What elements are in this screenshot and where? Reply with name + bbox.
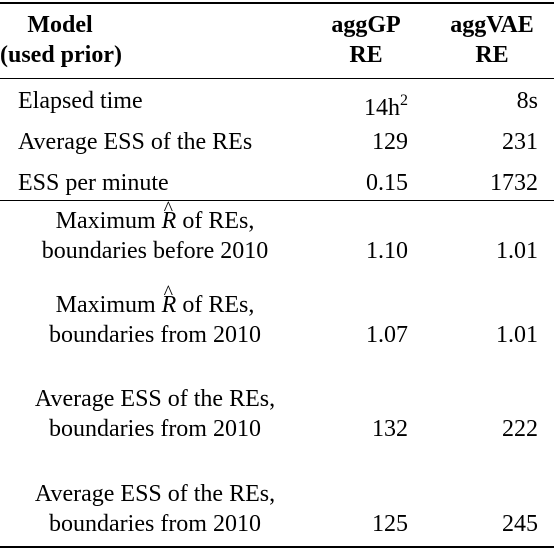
- cell-aggGP-elapsed-time-value: 14h: [364, 95, 400, 121]
- row-label-average-ess-from-2010-b: Average ESS of the REs, boundaries from …: [0, 479, 310, 539]
- header-aggGP-line1: aggGP: [331, 12, 401, 38]
- row-label-max-rhat-before-2010-line2: boundaries before 2010: [41, 238, 269, 264]
- header-aggVAE-line1: aggVAE: [450, 12, 534, 38]
- row-label-max-rhat-from-2010-line1: Maximum ^ R of REs,: [55, 282, 255, 318]
- cell-aggGP-average-ess-from-2010-a: 132: [372, 416, 408, 442]
- cell-aggVAE-max-rhat-before-2010: 1.01: [496, 238, 538, 264]
- row-label-max-rhat-before-2010: Maximum ^ R of REs, boundaries before 201…: [0, 198, 310, 266]
- row-label-average-ess-from-2010-b-line1: Average ESS of the REs,: [34, 481, 276, 507]
- header-aggGP-line2: RE: [349, 42, 383, 68]
- cell-aggVAE-ess-per-minute: 1732: [490, 170, 538, 196]
- header-aggVAE-line2: RE: [475, 42, 509, 68]
- cell-aggVAE-average-ess: 231: [502, 129, 538, 155]
- header-aggVAE: aggVAE RE: [430, 10, 554, 70]
- footnote-marker: 2: [400, 92, 408, 109]
- header-rule: [0, 78, 554, 79]
- cell-aggGP-ess-per-minute: 0.15: [366, 170, 408, 196]
- row-label-average-ess-from-2010-a-line2: boundaries from 2010: [49, 416, 261, 442]
- row-label-ess-per-minute: ESS per minute: [18, 170, 169, 196]
- row-label-max-rhat-before-2010-line1: Maximum ^ R of REs,: [55, 198, 255, 234]
- cell-aggVAE-average-ess-from-2010-a: 222: [502, 416, 538, 442]
- row-label-average-ess-from-2010-b-line2: boundaries from 2010: [49, 511, 261, 537]
- header-model-line1: Model: [27, 12, 93, 38]
- cell-aggVAE-average-ess-from-2010-b: 245: [502, 511, 538, 537]
- cell-aggGP-average-ess: 129: [372, 129, 408, 155]
- r-hat-symbol: ^ R: [161, 198, 177, 234]
- row-label-average-ess-from-2010-a-line1: Average ESS of the REs,: [34, 386, 276, 412]
- cell-aggGP-max-rhat-from-2010: 1.07: [366, 322, 408, 348]
- cell-aggGP-average-ess-from-2010-b: 125: [372, 511, 408, 537]
- header-model: Model (used prior): [0, 10, 122, 70]
- row-label-max-rhat-from-2010: Maximum ^ R of REs, boundaries from 2010: [0, 282, 310, 350]
- header-aggGP: aggGP RE: [316, 10, 416, 70]
- row-label-elapsed-time: Elapsed time: [18, 88, 143, 114]
- top-rule: [0, 2, 554, 4]
- r-hat-symbol: ^ R: [161, 282, 177, 318]
- header-model-line2: (used prior): [0, 42, 122, 68]
- row-label-average-ess-from-2010-a: Average ESS of the REs, boundaries from …: [0, 384, 310, 444]
- row-label-average-ess: Average ESS of the REs: [18, 129, 253, 155]
- cell-aggGP-elapsed-time: 14h2: [364, 86, 408, 123]
- cell-aggGP-max-rhat-before-2010: 1.10: [366, 238, 408, 264]
- cell-aggVAE-elapsed-time: 8s: [516, 88, 538, 114]
- row-label-max-rhat-from-2010-line2: boundaries from 2010: [49, 322, 261, 348]
- mid-rule: [0, 200, 554, 201]
- bottom-rule: [0, 546, 554, 548]
- cell-aggVAE-max-rhat-from-2010: 1.01: [496, 322, 538, 348]
